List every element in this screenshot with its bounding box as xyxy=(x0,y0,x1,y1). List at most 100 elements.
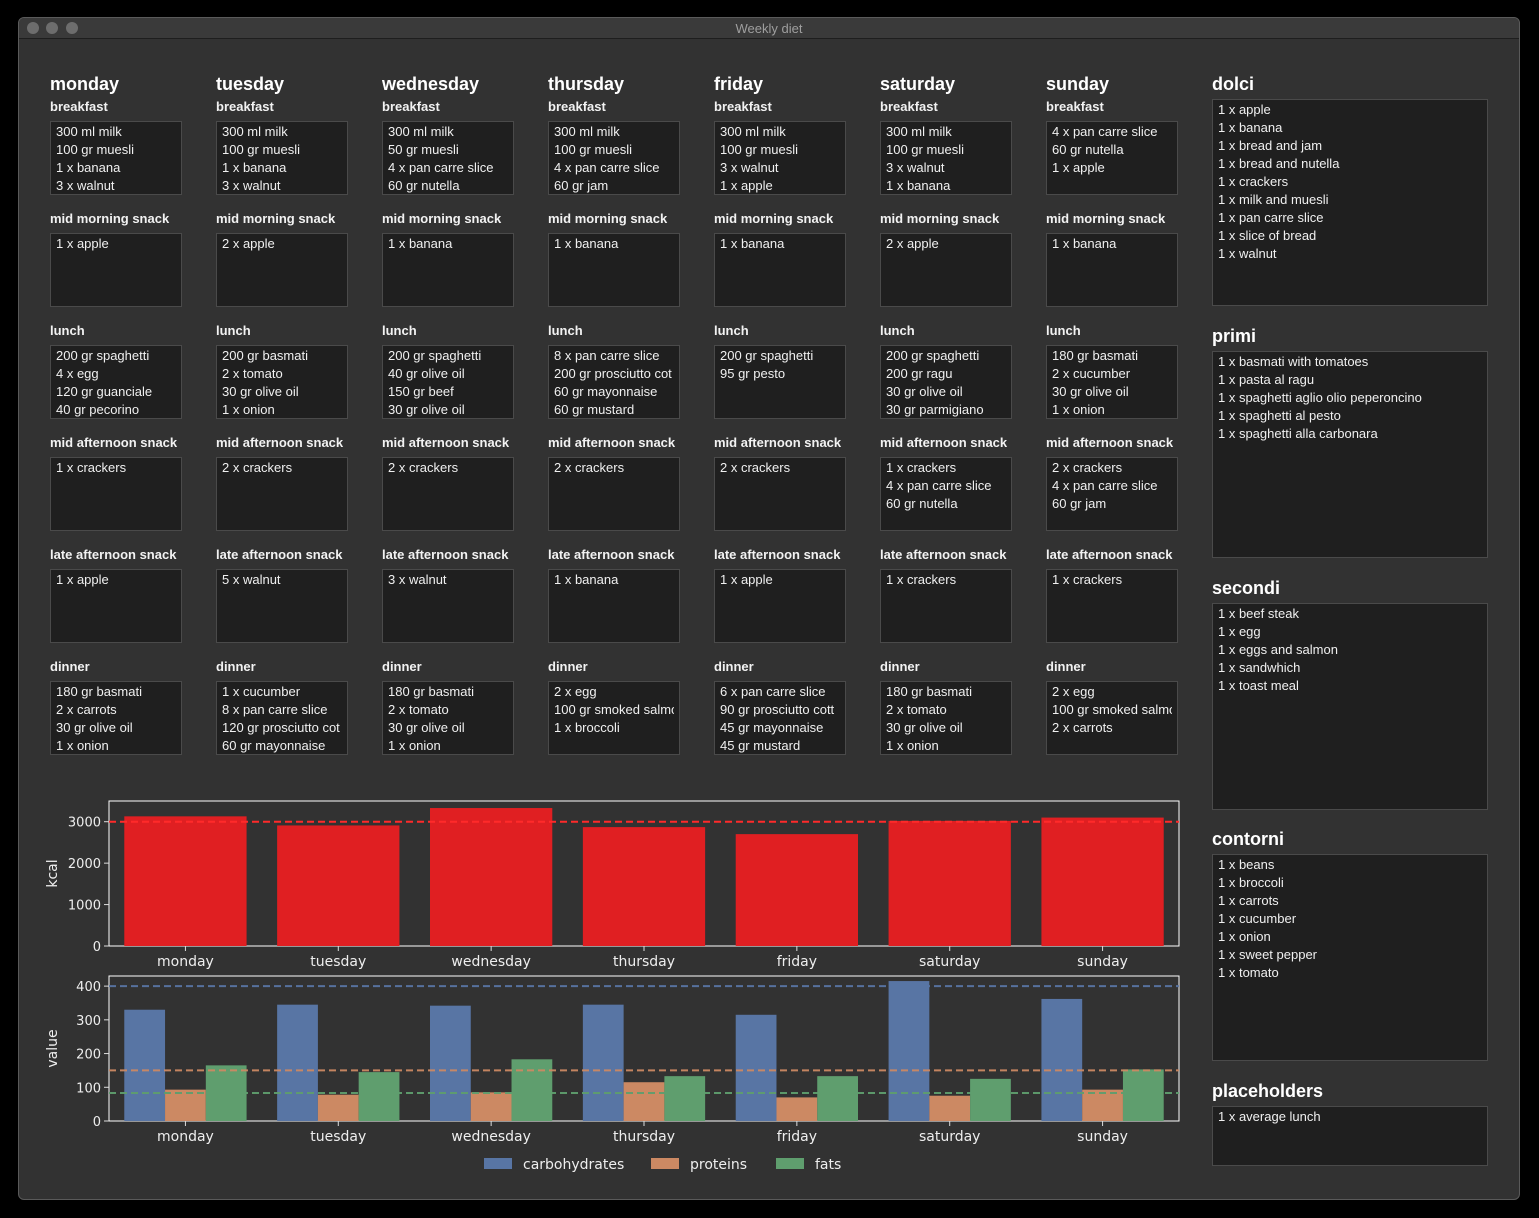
meal-item[interactable]: 30 gr olive oil xyxy=(886,384,963,399)
category-list[interactable]: 1 x apple 1 x banana 1 x bread and jam 1 x … xyxy=(1212,99,1488,306)
meal-items-box[interactable]: 1 x crackers 4 x pan carre slice 60 gr nut… xyxy=(880,457,1012,531)
meal-item[interactable]: 180 gr basmati xyxy=(388,684,474,699)
meal-item[interactable]: 30 gr olive oil xyxy=(56,720,133,735)
category-item[interactable]: 1 x walnut xyxy=(1218,246,1277,261)
meal-item[interactable]: 60 gr mayonnaise xyxy=(222,738,326,753)
category-item[interactable]: 1 x eggs and salmon xyxy=(1218,642,1338,657)
meal-items-box[interactable]: 4 x pan carre slice 60 gr nutella 1 x appl… xyxy=(1046,121,1178,195)
meal-items-box[interactable]: 300 ml milk 100 gr muesli 4 x pan carre sl… xyxy=(548,121,680,195)
meal-items-box[interactable]: 200 gr spaghetti 4 x egg 120 gr guanciale 4… xyxy=(50,345,182,419)
meal-items-box[interactable]: 2 x crackers 4 x pan carre slice 60 gr jam xyxy=(1046,457,1178,531)
meal-items-box[interactable]: 180 gr basmati 2 x carrots 30 gr olive oil… xyxy=(50,681,182,755)
meal-item[interactable]: 4 x pan carre slice xyxy=(1052,124,1158,139)
meal-item[interactable]: 30 gr olive oil xyxy=(1052,384,1129,399)
meal-items-box[interactable]: 200 gr basmati 2 x tomato 30 gr olive oil 1… xyxy=(216,345,348,419)
meal-item[interactable]: 1 x crackers xyxy=(886,572,957,587)
meal-items-box[interactable]: 180 gr basmati 2 x tomato 30 gr olive oil 1… xyxy=(382,681,514,755)
meal-item[interactable]: 180 gr basmati xyxy=(886,684,972,699)
category-item[interactable]: 1 x basmati with tomatoes xyxy=(1218,354,1369,369)
meal-items-box[interactable]: 2 x egg 100 gr smoked salmo 2 x carrots xyxy=(1046,681,1178,755)
meal-items-box[interactable]: 1 x crackers xyxy=(1046,569,1178,643)
meal-items-box[interactable]: 2 x crackers xyxy=(548,457,680,531)
meal-item[interactable]: 40 gr pecorino xyxy=(56,402,140,417)
meal-items-box[interactable]: 300 ml milk 100 gr muesli 3 x walnut 1 x ba… xyxy=(880,121,1012,195)
meal-items-box[interactable]: 2 x crackers xyxy=(216,457,348,531)
meal-item[interactable]: 60 gr mustard xyxy=(554,402,635,417)
meal-item[interactable]: 1 x cucumber xyxy=(222,684,301,699)
meal-item[interactable]: 3 x walnut xyxy=(222,178,281,193)
meal-item[interactable]: 1 x banana xyxy=(886,178,951,193)
meal-item[interactable]: 300 ml milk xyxy=(56,124,122,139)
meal-item[interactable]: 2 x carrots xyxy=(1052,720,1113,735)
meal-item[interactable]: 3 x walnut xyxy=(886,160,945,175)
meal-item[interactable]: 300 ml milk xyxy=(554,124,620,139)
meal-item[interactable]: 300 ml milk xyxy=(222,124,288,139)
meal-item[interactable]: 3 x walnut xyxy=(388,572,447,587)
meal-item[interactable]: 1 x onion xyxy=(886,738,939,753)
meal-items-box[interactable]: 5 x walnut xyxy=(216,569,348,643)
meal-item[interactable]: 180 gr basmati xyxy=(1052,348,1138,363)
category-item[interactable]: 1 x spaghetti al pesto xyxy=(1218,408,1341,423)
category-item[interactable]: 1 x broccoli xyxy=(1218,875,1284,890)
meal-item[interactable]: 90 gr prosciutto cott xyxy=(720,702,835,717)
category-item[interactable]: 1 x apple xyxy=(1218,102,1271,117)
meal-item[interactable]: 60 gr nutella xyxy=(1052,142,1124,157)
meal-item[interactable]: 8 x pan carre slice xyxy=(554,348,660,363)
category-item[interactable]: 1 x cucumber xyxy=(1218,911,1297,926)
meal-item[interactable]: 50 gr muesli xyxy=(388,142,459,157)
category-item[interactable]: 1 x spaghetti alla carbonara xyxy=(1218,426,1378,441)
meal-item[interactable]: 60 gr mayonnaise xyxy=(554,384,658,399)
meal-item[interactable]: 2 x crackers xyxy=(1052,460,1123,475)
meal-item[interactable]: 30 gr olive oil xyxy=(388,402,465,417)
meal-item[interactable]: 1 x onion xyxy=(56,738,109,753)
meal-item[interactable]: 1 x banana xyxy=(554,236,619,251)
meal-items-box[interactable]: 180 gr basmati 2 x cucumber 30 gr olive oi… xyxy=(1046,345,1178,419)
meal-items-box[interactable]: 1 x apple xyxy=(714,569,846,643)
meal-item[interactable]: 200 gr ragu xyxy=(886,366,953,381)
meal-item[interactable]: 5 x walnut xyxy=(222,572,281,587)
meal-item[interactable]: 60 gr nutella xyxy=(886,496,958,511)
meal-items-box[interactable]: 1 x crackers xyxy=(880,569,1012,643)
meal-items-box[interactable]: 180 gr basmati 2 x tomato 30 gr olive oil 1… xyxy=(880,681,1012,755)
category-item[interactable]: 1 x toast meal xyxy=(1218,678,1299,693)
meal-items-box[interactable]: 200 gr spaghetti 200 gr ragu 30 gr olive o… xyxy=(880,345,1012,419)
meal-items-box[interactable]: 300 ml milk 100 gr muesli 1 x banana 3 x wa… xyxy=(216,121,348,195)
meal-items-box[interactable]: 300 ml milk 100 gr muesli 3 x walnut 1 x ap… xyxy=(714,121,846,195)
meal-item[interactable]: 1 x onion xyxy=(1052,402,1105,417)
meal-item[interactable]: 4 x pan carre slice xyxy=(554,160,660,175)
meal-item[interactable]: 1 x apple xyxy=(720,572,773,587)
category-item[interactable]: 1 x average lunch xyxy=(1218,1109,1321,1124)
meal-items-box[interactable]: 2 x crackers xyxy=(714,457,846,531)
meal-item[interactable]: 2 x crackers xyxy=(720,460,791,475)
meal-items-box[interactable]: 1 x banana xyxy=(1046,233,1178,307)
category-item[interactable]: 1 x milk and muesli xyxy=(1218,192,1329,207)
meal-item[interactable]: 120 gr prosciutto cot xyxy=(222,720,340,735)
meal-item[interactable]: 2 x tomato xyxy=(388,702,449,717)
meal-item[interactable]: 2 x crackers xyxy=(554,460,625,475)
meal-item[interactable]: 2 x carrots xyxy=(56,702,117,717)
meal-item[interactable]: 1 x crackers xyxy=(56,460,127,475)
meal-items-box[interactable]: 300 ml milk 100 gr muesli 1 x banana 3 x wa… xyxy=(50,121,182,195)
category-item[interactable]: 1 x pan carre slice xyxy=(1218,210,1324,225)
meal-item[interactable]: 100 gr muesli xyxy=(222,142,301,157)
meal-item[interactable]: 100 gr muesli xyxy=(720,142,799,157)
meal-item[interactable]: 1 x apple xyxy=(56,572,109,587)
category-item[interactable]: 1 x crackers xyxy=(1218,174,1289,189)
meal-items-box[interactable]: 1 x apple xyxy=(50,233,182,307)
category-item[interactable]: 1 x sandwhich xyxy=(1218,660,1301,675)
meal-item[interactable]: 1 x onion xyxy=(388,738,441,753)
meal-item[interactable]: 6 x pan carre slice xyxy=(720,684,826,699)
category-list[interactable]: 1 x beef steak 1 x egg 1 x eggs and salmon… xyxy=(1212,603,1488,810)
meal-item[interactable]: 4 x egg xyxy=(56,366,99,381)
category-list[interactable]: 1 x average lunch xyxy=(1212,1106,1488,1166)
meal-item[interactable]: 4 x pan carre slice xyxy=(886,478,992,493)
meal-item[interactable]: 1 x apple xyxy=(1052,160,1105,175)
meal-item[interactable]: 2 x crackers xyxy=(388,460,459,475)
meal-items-box[interactable]: 1 x banana xyxy=(714,233,846,307)
meal-item[interactable]: 45 gr mayonnaise xyxy=(720,720,824,735)
meal-item[interactable]: 1 x crackers xyxy=(1052,572,1123,587)
category-item[interactable]: 1 x spaghetti aglio olio peperoncino xyxy=(1218,390,1422,405)
meal-item[interactable]: 200 gr spaghetti xyxy=(720,348,814,363)
meal-items-box[interactable]: 2 x egg 100 gr smoked salmo 1 x broccoli xyxy=(548,681,680,755)
meal-item[interactable]: 1 x banana xyxy=(720,236,785,251)
